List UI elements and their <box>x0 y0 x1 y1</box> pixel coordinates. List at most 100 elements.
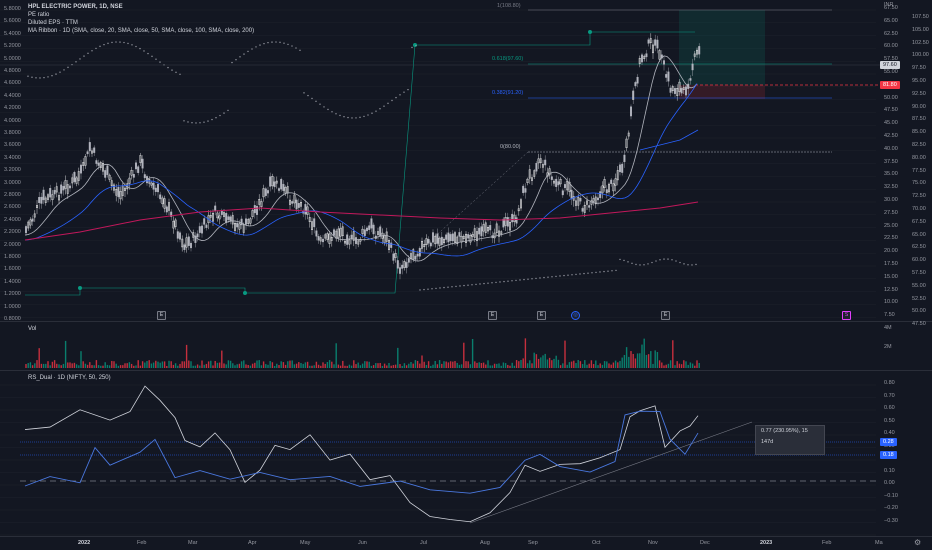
volume-bar <box>399 364 401 368</box>
pe-dot <box>547 276 549 278</box>
pe-dot <box>655 260 657 262</box>
pe-ratio-legend[interactable]: PE ratio <box>28 12 50 18</box>
rs-chart-canvas[interactable] <box>0 371 932 536</box>
candle-body <box>267 190 270 194</box>
eps-legend[interactable]: Diluted EPS · TTM <box>28 20 78 26</box>
candle-body <box>663 60 666 65</box>
volume-bar <box>238 363 241 368</box>
volume-bar <box>38 348 40 368</box>
volume-bar <box>698 362 700 368</box>
pe-dot <box>511 280 513 282</box>
volume-bar <box>232 363 234 368</box>
candle-body <box>414 255 417 260</box>
pe-dot <box>627 261 629 263</box>
ma-ribbon-legend[interactable]: MA Ribbon · 1D (SMA, close, 20, SMA, clo… <box>28 28 255 34</box>
right-axis-secondary-tick: 22.50 <box>884 235 898 242</box>
candle-body <box>502 218 505 228</box>
candle-body <box>222 212 225 217</box>
candle-body <box>425 238 428 246</box>
pe-dot <box>195 122 197 124</box>
volume-title[interactable]: Vol <box>28 326 37 332</box>
volume-bar <box>485 364 487 368</box>
volume-bar <box>221 350 223 368</box>
price-pane[interactable]: HPL ELECTRIC POWER, 1D, NSE PE ratio Dil… <box>0 0 932 327</box>
pe-dot <box>111 41 113 44</box>
pe-dot <box>183 120 185 122</box>
time-axis-label: Jul <box>420 540 428 546</box>
volume-bar <box>650 351 652 368</box>
pe-dot <box>103 43 105 46</box>
candle-body <box>53 190 56 195</box>
volume-bar <box>80 351 82 368</box>
volume-bar <box>443 361 445 368</box>
volume-bar <box>115 363 117 368</box>
candle-body <box>256 206 259 215</box>
measure-node <box>588 30 592 34</box>
volume-bar <box>419 363 421 368</box>
candle-body <box>632 90 635 100</box>
volume-bar <box>278 365 280 368</box>
volume-bar <box>227 360 230 368</box>
volume-bar <box>511 362 513 368</box>
pe-dot <box>83 55 85 57</box>
volume-bar <box>328 360 331 368</box>
currency-label: INR <box>884 2 894 8</box>
earnings-marker[interactable]: E <box>537 311 546 320</box>
left-axis-tick: 3.4000 <box>4 154 21 161</box>
volume-bar <box>546 359 549 368</box>
candle-body <box>154 187 157 192</box>
rs-title[interactable]: RS_Dual · 1D (NIFTY, 50, 250) <box>28 375 111 381</box>
earnings-marker[interactable]: E <box>488 311 497 320</box>
candle-body <box>297 203 300 208</box>
earnings-marker[interactable]: E <box>157 311 166 320</box>
right-axis-tick: 57.50 <box>912 270 926 276</box>
volume-bar <box>397 347 399 368</box>
dividend-marker[interactable]: ◎ <box>571 311 580 320</box>
pe-dot <box>127 42 129 45</box>
time-axis[interactable]: ⚙ 2022 Feb Mar Apr May Jun Jul Aug Sep Oct Nov Dec 2… <box>0 537 932 550</box>
candle-body <box>106 165 109 175</box>
volume-bar <box>599 363 601 368</box>
pe-dot <box>55 73 57 75</box>
pe-dot <box>131 44 133 46</box>
volume-bar <box>603 361 606 368</box>
candle-body <box>117 186 120 198</box>
candle-body <box>194 235 197 243</box>
pe-dot <box>571 274 573 276</box>
volume-bar <box>311 365 313 368</box>
volume-bar <box>47 361 49 368</box>
candle-body <box>489 225 492 231</box>
pe-dot <box>419 289 421 291</box>
candle-body <box>315 230 318 237</box>
split-marker[interactable]: S <box>842 311 851 320</box>
candle-body <box>280 178 283 190</box>
pe-dot <box>439 287 441 289</box>
left-axis-tick: 1.4000 <box>4 278 21 285</box>
settings-icon[interactable]: ⚙ <box>914 538 922 547</box>
candle-body <box>242 224 245 233</box>
pe-dot <box>663 258 665 260</box>
candle-body <box>434 235 437 245</box>
earnings-marker[interactable]: E <box>661 311 670 320</box>
candle-body <box>454 232 457 243</box>
volume-bar <box>357 362 359 368</box>
volume-bar <box>25 364 27 368</box>
candle-body <box>487 227 490 232</box>
volume-chart-canvas[interactable] <box>0 322 932 370</box>
volume-bar <box>674 365 676 368</box>
candle-body <box>555 178 558 187</box>
candle-body <box>172 220 175 229</box>
candle-body <box>689 78 692 81</box>
rs-indicator-pane[interactable]: RS_Dual · 1D (NIFTY, 50, 250) 0.80 0.70 0.… <box>0 371 932 537</box>
candle-body <box>550 176 553 180</box>
volume-pane[interactable]: Vol 4M 2M <box>0 322 932 371</box>
candle-body <box>187 236 190 246</box>
volume-bar <box>454 361 456 368</box>
pe-dot <box>179 73 181 75</box>
volume-bar <box>496 363 498 368</box>
candle-body <box>141 158 144 169</box>
price-chart-canvas[interactable] <box>0 0 932 321</box>
candle-body <box>592 198 595 202</box>
symbol-title[interactable]: HPL ELECTRIC POWER, 1D, NSE <box>28 4 123 10</box>
volume-bar <box>324 363 326 368</box>
